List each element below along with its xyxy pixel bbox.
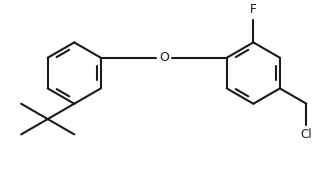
Text: O: O xyxy=(159,51,169,64)
Text: F: F xyxy=(250,3,257,15)
Text: Cl: Cl xyxy=(301,128,312,141)
